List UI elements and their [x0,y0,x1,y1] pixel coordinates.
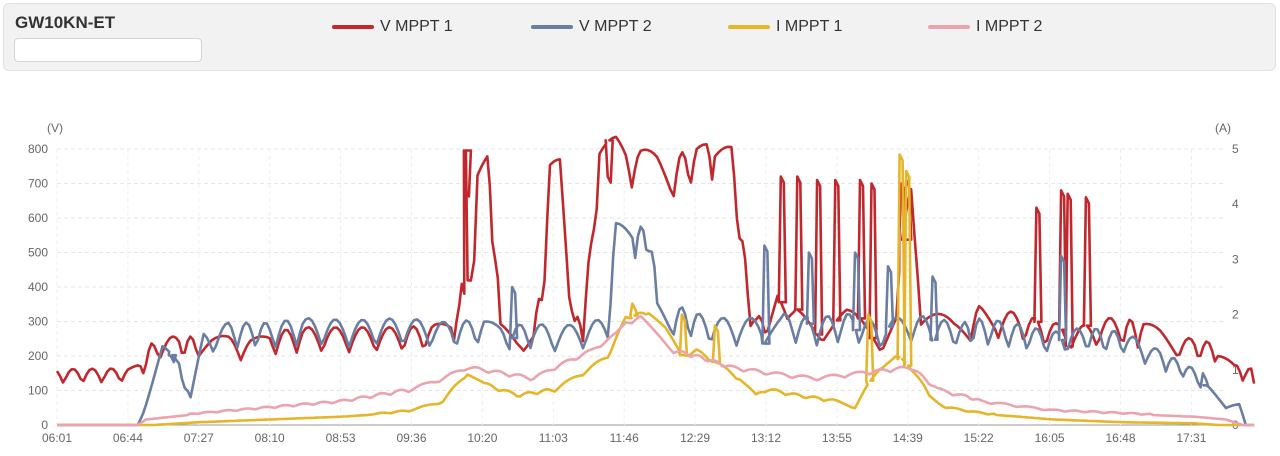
legend-item-v-mppt-1[interactable]: V MPPT 1 [332,17,453,37]
legend-swatch [531,25,573,29]
y-left-unit: (V) [47,121,63,135]
y-left-tick-label: 100 [28,384,48,398]
legend-swatch [728,25,770,29]
legend-label: V MPPT 1 [380,18,453,35]
y-right-unit: (A) [1215,121,1231,135]
legend-item-i-mppt-2[interactable]: I MPPT 2 [928,17,1042,37]
x-tick-label: 11:46 [610,431,639,445]
x-tick-label: 11:03 [539,431,568,445]
x-tick-label: 14:39 [893,431,923,445]
y-left-tick-label: 500 [28,246,48,260]
y-left-tick-label: 700 [28,177,48,191]
series-line-0 [55,135,1256,384]
y-left-tick-label: 200 [28,349,48,363]
x-tick-label: 16:48 [1105,431,1135,445]
x-tick-label: 12:29 [680,431,710,445]
y-right-tick-label: 4 [1232,197,1239,211]
y-left-tick-label: 300 [28,315,48,329]
x-tick-label: 06:01 [42,431,72,445]
y-right-tick-label: 3 [1232,252,1239,266]
y-left-tick-label: 800 [28,142,48,156]
legend-swatch [332,25,374,29]
x-tick-label: 13:55 [822,431,852,445]
x-tick-label: 15:22 [964,431,994,445]
y-left-tick-label: 0 [41,418,48,432]
chart-legend: V MPPT 1 V MPPT 2 I MPPT 1 I MPPT 2 [4,17,1275,37]
x-tick-label: 13:12 [751,431,781,445]
legend-swatch [928,25,970,29]
x-tick-label: 08:53 [326,431,356,445]
y-left-tick-label: 400 [28,280,48,294]
series-line-1 [57,221,1255,427]
x-tick-label: 10:20 [467,431,497,445]
x-tick-label: 07:27 [184,431,214,445]
x-tick-label: 08:10 [255,431,285,445]
legend-item-i-mppt-1[interactable]: I MPPT 1 [728,17,842,37]
toolbar: GW10KN-ET V MPPT 1 V MPPT 2 I MPPT 1 I M… [3,3,1276,71]
x-tick-label: 16:05 [1035,431,1065,445]
device-name: GW10KN-ET [15,13,116,32]
x-tick-label: 17:31 [1176,431,1206,445]
y-right-tick-label: 1 [1232,363,1239,377]
legend-label: I MPPT 1 [776,18,843,35]
legend-item-v-mppt-2[interactable]: V MPPT 2 [531,17,652,37]
x-tick-label: 06:44 [113,431,143,445]
x-tick-label: 09:36 [396,431,426,445]
device-input[interactable] [14,38,202,62]
legend-label: I MPPT 2 [976,18,1043,35]
y-left-tick-label: 600 [28,211,48,225]
legend-label: V MPPT 2 [579,18,652,35]
y-right-tick-label: 5 [1232,142,1239,156]
y-right-tick-label: 2 [1232,308,1239,322]
series-line-3 [57,314,1255,427]
